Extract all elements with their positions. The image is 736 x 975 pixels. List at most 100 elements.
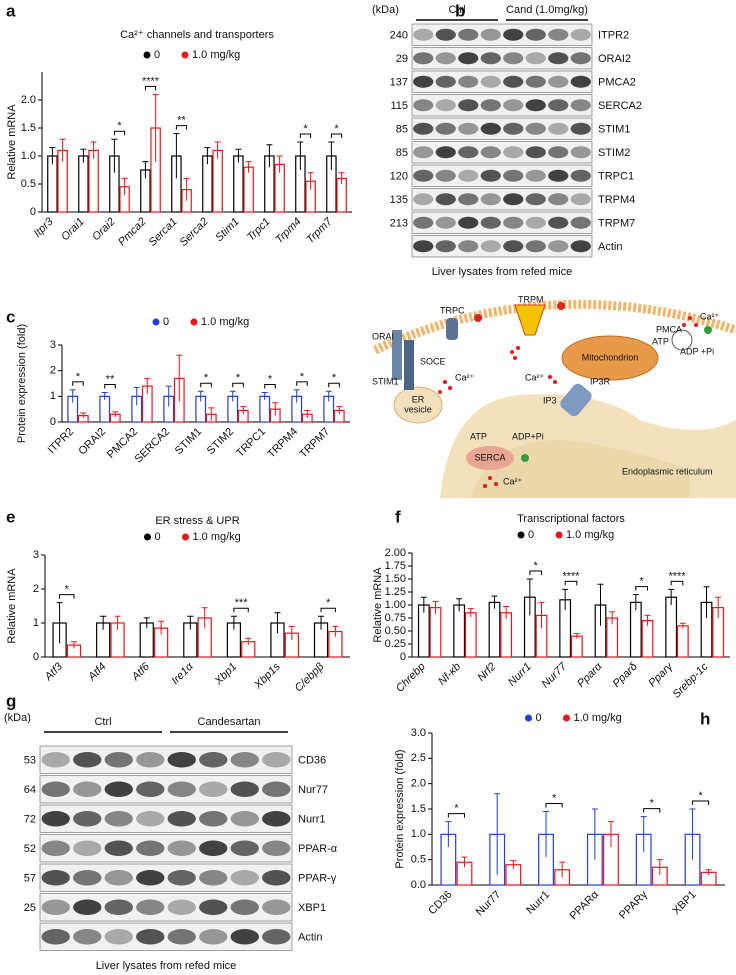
error-bar xyxy=(591,808,598,860)
blot-band xyxy=(104,899,133,915)
error-bar xyxy=(328,141,335,170)
legend-marker xyxy=(517,531,525,539)
significance-label: * xyxy=(454,803,459,815)
blot-band xyxy=(262,899,291,915)
error-bar xyxy=(56,602,63,644)
x-tick-label: Nurr1 xyxy=(506,661,534,689)
error-bar xyxy=(276,155,283,173)
blot-band xyxy=(262,840,291,856)
mitochondrion xyxy=(561,335,659,381)
blot-band xyxy=(480,75,501,88)
significance-bracket xyxy=(447,813,465,818)
y-tick-label: 2 xyxy=(50,365,56,377)
y-axis-label: Protein expression (fold) xyxy=(394,749,406,868)
x-tick-label: Trpm4 xyxy=(273,216,303,246)
panel-label: b xyxy=(455,1,465,20)
x-tick-label: C/ebpβ xyxy=(293,660,327,694)
blot-band xyxy=(480,122,501,135)
significance-label: ** xyxy=(177,115,186,127)
blot-band xyxy=(413,216,434,229)
y-axis-label: Protein expression (fold) xyxy=(16,324,28,443)
diagram-label: IP3R xyxy=(590,376,611,386)
blot-band xyxy=(435,75,456,88)
blot-band xyxy=(167,899,196,915)
blot-unit: (kDa) xyxy=(4,712,31,724)
error-bar xyxy=(526,578,533,616)
x-tick-label: Pmca2 xyxy=(116,216,149,249)
blot-band xyxy=(525,122,546,135)
error-bar xyxy=(261,391,268,401)
blot-band xyxy=(41,781,70,797)
error-bar xyxy=(338,172,345,184)
bar xyxy=(665,596,678,658)
orai-channel xyxy=(404,340,414,390)
y-axis-label: Relative mRNA xyxy=(6,104,18,180)
error-bar xyxy=(461,856,468,868)
x-tick-label: Orai2 xyxy=(90,216,118,244)
significance-label: * xyxy=(332,372,337,384)
blot-name: Actin xyxy=(298,932,322,944)
blot-band xyxy=(413,122,434,135)
blot-band xyxy=(548,193,569,206)
blot-band xyxy=(41,870,70,886)
blot-band xyxy=(503,28,524,41)
error-bar xyxy=(272,402,279,416)
blot-band xyxy=(73,840,102,856)
bar xyxy=(259,395,271,423)
diagram-label: SERCA xyxy=(474,452,505,462)
blot-band xyxy=(41,899,70,915)
error-bar xyxy=(445,821,452,847)
blot-band xyxy=(413,146,434,159)
error-bar xyxy=(49,147,56,165)
error-bar xyxy=(144,377,151,394)
blot-band xyxy=(435,99,456,112)
significance-bracket xyxy=(232,382,244,388)
error-bar xyxy=(632,594,639,611)
error-bar xyxy=(245,637,252,646)
blot-band xyxy=(73,929,102,945)
diagram-label: ORAI xyxy=(372,331,394,341)
blot-caption: Liver lysates from refed mice xyxy=(432,266,573,278)
blot-band xyxy=(167,929,196,945)
y-tick-label: 0.75 xyxy=(385,612,406,624)
blot-band xyxy=(413,52,434,65)
error-bar xyxy=(494,793,501,875)
y-tick-label: 1.00 xyxy=(385,599,406,611)
blot-kda: 53 xyxy=(24,755,36,767)
membrane xyxy=(373,299,736,355)
blot-band xyxy=(230,752,259,768)
blot-band xyxy=(413,99,434,112)
legend-marker xyxy=(563,714,570,722)
blot-band xyxy=(167,811,196,827)
blot-kda: 213 xyxy=(390,218,408,230)
x-tick-label: TRPC1 xyxy=(234,426,268,460)
significance-label: * xyxy=(326,597,331,609)
legend-marker xyxy=(182,533,189,541)
blot-band xyxy=(167,870,196,886)
blot-kda: 85 xyxy=(396,147,408,159)
blot-band xyxy=(525,75,546,88)
x-tick-label: TRPM7 xyxy=(297,426,332,461)
error-bar xyxy=(573,633,580,639)
x-tick-label: Nur77 xyxy=(474,889,504,919)
blot-band xyxy=(525,99,546,112)
x-tick-label: TRPM4 xyxy=(265,426,300,461)
blot-band xyxy=(458,216,479,229)
blot-band xyxy=(525,240,546,253)
diagram-label: TRPM xyxy=(518,294,544,304)
blot-band xyxy=(458,75,479,88)
y-tick-label: 3 xyxy=(50,339,56,351)
bar xyxy=(99,395,111,423)
panel-label: e xyxy=(6,507,15,526)
bar xyxy=(570,635,583,658)
blot-band xyxy=(503,146,524,159)
x-tick-label: Atf4 xyxy=(85,661,108,684)
significance-label: * xyxy=(76,371,81,383)
blot-band xyxy=(458,240,479,253)
y-tick-label: 0.5 xyxy=(21,178,36,190)
x-tick-label: STIM1 xyxy=(173,426,204,457)
y-tick-label: 1.75 xyxy=(385,560,406,572)
error-bar xyxy=(679,622,686,629)
blot-band xyxy=(199,870,228,886)
down-icon xyxy=(557,302,565,310)
